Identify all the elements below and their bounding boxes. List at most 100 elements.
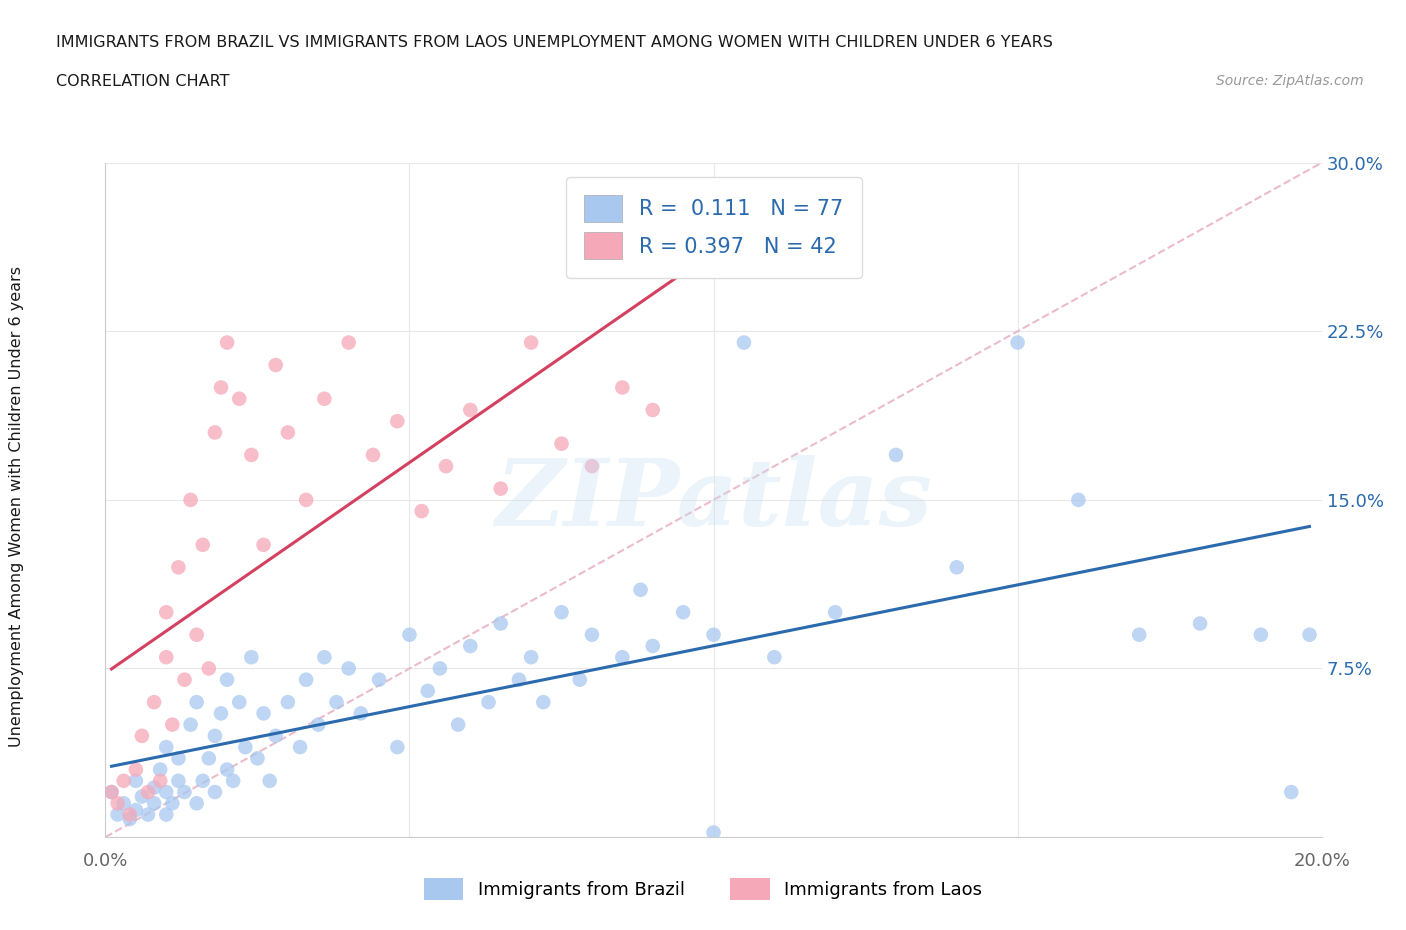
- Point: [314, 392, 336, 406]
- Point: [884, 447, 907, 462]
- Point: [434, 458, 457, 473]
- Point: [240, 650, 263, 665]
- Point: [252, 538, 274, 552]
- Point: [180, 493, 202, 508]
- Legend: Immigrants from Brazil, Immigrants from Laos: Immigrants from Brazil, Immigrants from …: [416, 870, 990, 907]
- Text: CORRELATION CHART: CORRELATION CHART: [56, 74, 229, 89]
- Point: [167, 774, 190, 789]
- Text: 20.0%: 20.0%: [1294, 852, 1350, 870]
- Point: [143, 796, 166, 811]
- Legend: R =  0.111   N = 77, R = 0.397   N = 42: R = 0.111 N = 77, R = 0.397 N = 42: [565, 177, 862, 278]
- Point: [228, 392, 250, 406]
- Point: [307, 717, 329, 732]
- Point: [387, 739, 409, 754]
- Point: [1279, 785, 1302, 800]
- Point: [458, 639, 481, 654]
- Point: [1188, 616, 1211, 631]
- Text: 0.0%: 0.0%: [83, 852, 128, 870]
- Point: [458, 403, 481, 418]
- Point: [217, 672, 239, 687]
- Point: [1128, 628, 1150, 643]
- Point: [277, 695, 299, 710]
- Point: [118, 807, 141, 822]
- Point: [162, 796, 184, 811]
- Point: [581, 458, 603, 473]
- Point: [763, 178, 786, 193]
- Point: [155, 807, 177, 822]
- Point: [136, 785, 159, 800]
- Point: [416, 684, 439, 698]
- Point: [112, 796, 135, 811]
- Point: [100, 785, 122, 800]
- Point: [191, 774, 214, 789]
- Point: [314, 650, 336, 665]
- Point: [100, 785, 122, 800]
- Point: [107, 807, 129, 822]
- Point: [252, 706, 274, 721]
- Point: [447, 717, 470, 732]
- Point: [204, 785, 226, 800]
- Point: [702, 246, 725, 260]
- Point: [295, 672, 318, 687]
- Point: [167, 751, 190, 765]
- Point: [824, 604, 846, 619]
- Point: [240, 447, 263, 462]
- Point: [368, 672, 391, 687]
- Point: [630, 582, 652, 597]
- Point: [520, 335, 543, 350]
- Point: [350, 706, 373, 721]
- Point: [167, 560, 190, 575]
- Point: [136, 807, 159, 822]
- Point: [337, 661, 360, 676]
- Point: [198, 751, 221, 765]
- Point: [612, 650, 634, 665]
- Point: [702, 825, 725, 840]
- Point: [581, 628, 603, 643]
- Point: [641, 639, 664, 654]
- Point: [233, 739, 256, 754]
- Point: [295, 493, 318, 508]
- Point: [143, 780, 166, 795]
- Point: [173, 672, 195, 687]
- Point: [259, 774, 281, 789]
- Point: [264, 728, 287, 743]
- Point: [1250, 628, 1272, 643]
- Point: [288, 739, 311, 754]
- Point: [125, 774, 148, 789]
- Point: [550, 604, 572, 619]
- Point: [641, 403, 664, 418]
- Point: [125, 803, 148, 817]
- Point: [733, 335, 755, 350]
- Point: [520, 650, 543, 665]
- Point: [217, 763, 239, 777]
- Point: [702, 628, 725, 643]
- Point: [325, 695, 347, 710]
- Point: [204, 728, 226, 743]
- Point: [337, 335, 360, 350]
- Point: [186, 695, 208, 710]
- Text: ZIPatlas: ZIPatlas: [495, 455, 932, 545]
- Point: [531, 695, 554, 710]
- Point: [204, 425, 226, 440]
- Point: [107, 796, 129, 811]
- Point: [361, 447, 384, 462]
- Text: Source: ZipAtlas.com: Source: ZipAtlas.com: [1216, 74, 1364, 88]
- Text: IMMIGRANTS FROM BRAZIL VS IMMIGRANTS FROM LAOS UNEMPLOYMENT AMONG WOMEN WITH CHI: IMMIGRANTS FROM BRAZIL VS IMMIGRANTS FRO…: [56, 35, 1053, 50]
- Point: [1007, 335, 1029, 350]
- Point: [173, 785, 195, 800]
- Point: [1067, 493, 1090, 508]
- Point: [429, 661, 451, 676]
- Point: [411, 504, 433, 519]
- Point: [143, 695, 166, 710]
- Point: [198, 661, 221, 676]
- Point: [209, 706, 232, 721]
- Point: [149, 763, 172, 777]
- Point: [149, 774, 172, 789]
- Point: [131, 789, 153, 804]
- Point: [612, 380, 634, 395]
- Point: [112, 774, 135, 789]
- Point: [672, 604, 695, 619]
- Point: [489, 616, 512, 631]
- Point: [217, 335, 239, 350]
- Point: [228, 695, 250, 710]
